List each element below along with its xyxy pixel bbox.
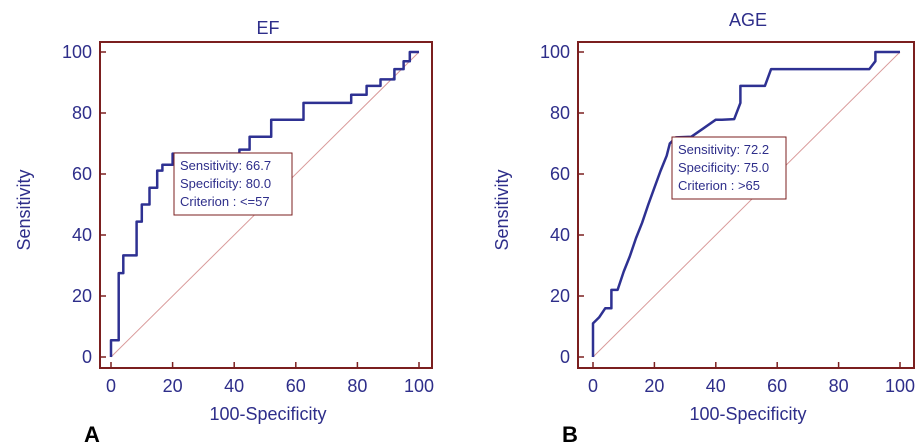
- criterion-label: Criterion : <=57: [180, 194, 270, 209]
- roc-panel-b: AGE Sensitivity 100-Specificity B 0 20 40 6…: [492, 10, 915, 444]
- y-tick-label: 60: [72, 164, 92, 184]
- x-tick-label: 20: [644, 376, 664, 396]
- y-axis-label: Sensitivity: [14, 169, 34, 250]
- chart-title: AGE: [729, 10, 767, 30]
- y-tick-label: 0: [560, 347, 570, 367]
- y-tick-label: 20: [72, 286, 92, 306]
- y-tick-label: 80: [72, 103, 92, 123]
- y-tick-label: 60: [550, 164, 570, 184]
- x-axis-label: 100-Specificity: [209, 404, 326, 424]
- x-tick-label: 80: [347, 376, 367, 396]
- sensitivity-label: Sensitivity: 66.7: [180, 158, 271, 173]
- criterion-box: [173, 152, 293, 216]
- specificity-label: Specificity: 80.0: [180, 176, 271, 191]
- x-tick-label: 80: [829, 376, 849, 396]
- y-tick-label: 40: [550, 225, 570, 245]
- x-tick-label: 100: [885, 376, 915, 396]
- x-axis-label: 100-Specificity: [689, 404, 806, 424]
- criterion-box: [671, 136, 787, 200]
- criterion-label: Criterion : >65: [678, 178, 760, 193]
- y-tick-label: 20: [550, 286, 570, 306]
- panel-letter: B: [562, 422, 578, 444]
- sensitivity-label: Sensitivity: 72.2: [678, 142, 769, 157]
- panel-letter: A: [84, 422, 100, 444]
- y-tick-label: 0: [82, 347, 92, 367]
- x-tick-label: 100: [404, 376, 434, 396]
- y-axis-label: Sensitivity: [492, 169, 512, 250]
- x-tick-label: 60: [767, 376, 787, 396]
- y-tick-label: 80: [550, 103, 570, 123]
- y-tick-label: 100: [540, 42, 570, 62]
- chart-title: EF: [256, 18, 279, 38]
- x-tick-label: 20: [163, 376, 183, 396]
- reference-diagonal: [592, 51, 901, 358]
- specificity-label: Specificity: 75.0: [678, 160, 769, 175]
- roc-curve: [109, 50, 419, 357]
- x-tick-label: 0: [588, 376, 598, 396]
- y-tick-label: 40: [72, 225, 92, 245]
- y-tick-label: 100: [62, 42, 92, 62]
- x-tick-label: 40: [706, 376, 726, 396]
- x-tick-label: 40: [224, 376, 244, 396]
- x-tick-label: 60: [286, 376, 306, 396]
- roc-panel-a: EF Sensitivity 100-Specificity A 0 20 40 60…: [14, 18, 434, 444]
- x-tick-label: 0: [106, 376, 116, 396]
- plot-frame: [577, 41, 915, 369]
- plot-frame: [99, 41, 433, 369]
